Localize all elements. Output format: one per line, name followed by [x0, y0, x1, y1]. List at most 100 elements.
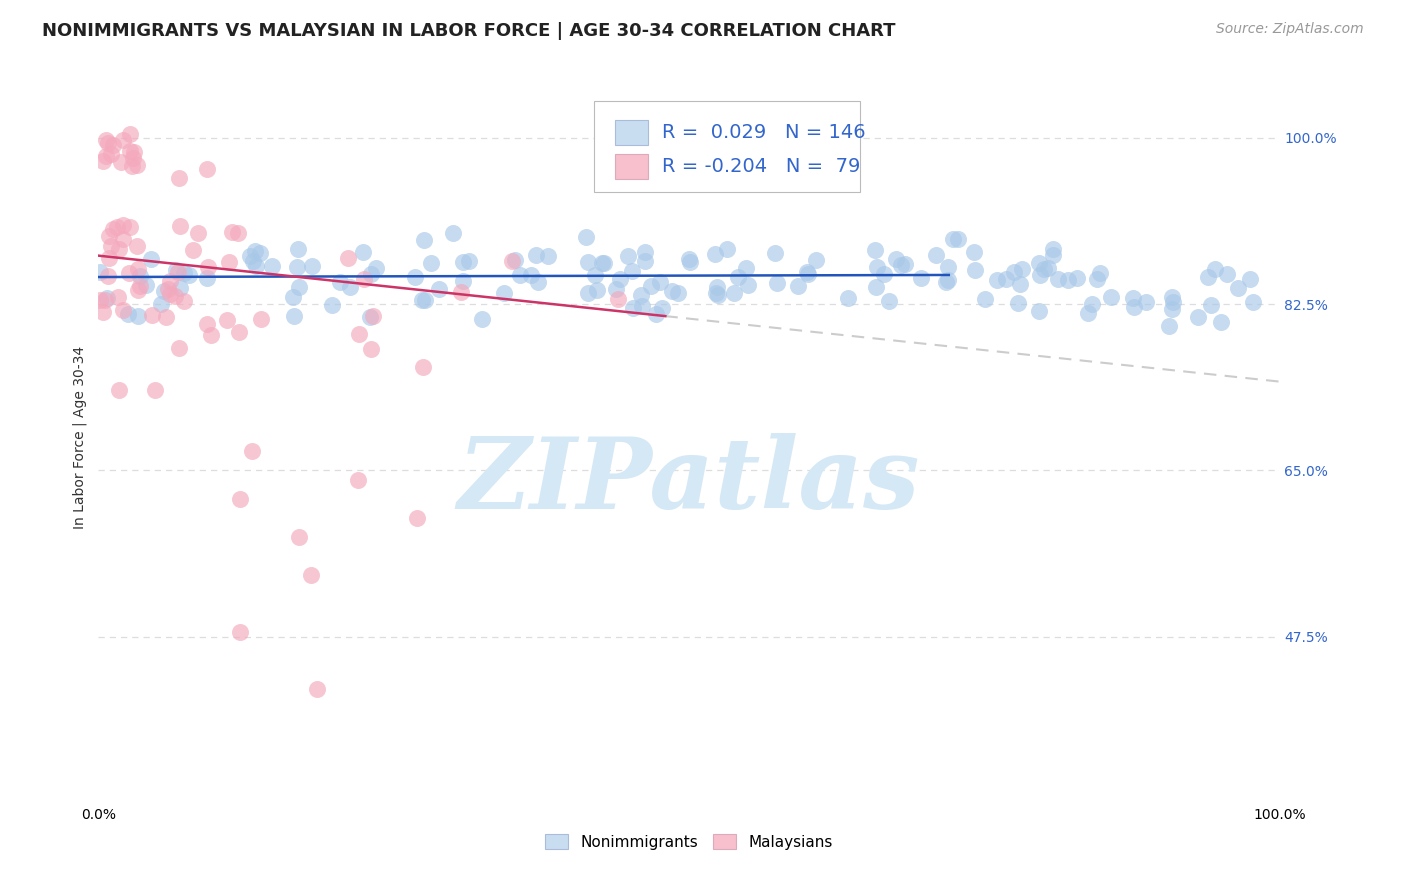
Point: [450, 285, 472, 299]
Point: [505, 252, 527, 267]
Point: [97, 268, 120, 283]
Point: [645, 307, 668, 321]
Point: [141, 252, 163, 266]
Point: [735, 260, 758, 275]
Point: [229, 624, 252, 639]
FancyBboxPatch shape: [614, 154, 648, 179]
Point: [877, 294, 900, 309]
Point: [583, 268, 606, 283]
Point: [155, 310, 177, 324]
Point: [127, 239, 149, 253]
Point: [413, 233, 436, 247]
Point: [165, 288, 187, 302]
Point: [934, 275, 956, 289]
Point: [640, 279, 662, 293]
Point: [1239, 272, 1261, 286]
FancyBboxPatch shape: [614, 120, 648, 145]
Point: [249, 246, 271, 260]
Point: [366, 260, 388, 275]
Point: [96, 291, 118, 305]
Point: [101, 137, 124, 152]
Point: [1161, 302, 1184, 317]
Point: [159, 286, 181, 301]
Point: [121, 159, 143, 173]
Point: [281, 290, 304, 304]
Point: [1161, 289, 1184, 303]
Point: [404, 270, 426, 285]
Point: [239, 249, 262, 263]
Point: [1090, 266, 1112, 280]
Point: [287, 242, 309, 256]
Point: [359, 310, 381, 324]
Point: [1161, 294, 1184, 309]
Point: [218, 255, 240, 269]
Point: [763, 245, 786, 260]
Point: [866, 260, 889, 275]
Point: [200, 328, 222, 343]
Point: [796, 265, 818, 279]
Point: [591, 256, 613, 270]
Point: [621, 301, 644, 315]
Point: [942, 232, 965, 246]
Point: [986, 273, 1008, 287]
Point: [153, 285, 176, 299]
Point: [347, 473, 370, 487]
Point: [411, 293, 433, 308]
Point: [865, 280, 887, 294]
Point: [301, 259, 323, 273]
Y-axis label: In Labor Force | Age 30-34: In Labor Force | Age 30-34: [73, 345, 87, 529]
Point: [1122, 300, 1144, 314]
Point: [89, 265, 111, 279]
Point: [353, 272, 375, 286]
Point: [177, 268, 200, 283]
Point: [630, 288, 652, 302]
Legend: Nonimmigrants, Malaysians: Nonimmigrants, Malaysians: [537, 826, 841, 857]
Point: [1036, 260, 1059, 275]
FancyBboxPatch shape: [595, 101, 860, 192]
Point: [361, 309, 384, 323]
Point: [97, 136, 120, 151]
Point: [337, 251, 360, 265]
Point: [679, 255, 702, 269]
Point: [616, 249, 638, 263]
Point: [766, 276, 789, 290]
Point: [873, 267, 896, 281]
Point: [226, 227, 249, 241]
Point: [352, 244, 374, 259]
Point: [1066, 271, 1088, 285]
Text: Source: ZipAtlas.com: Source: ZipAtlas.com: [1216, 22, 1364, 37]
Point: [471, 311, 494, 326]
Point: [1081, 297, 1104, 311]
Point: [837, 291, 859, 305]
Point: [586, 283, 609, 297]
Point: [150, 296, 173, 310]
Point: [100, 146, 122, 161]
Point: [125, 158, 148, 172]
Point: [228, 326, 250, 340]
Point: [287, 280, 309, 294]
Point: [1008, 277, 1031, 292]
Point: [127, 283, 149, 297]
Point: [145, 383, 167, 397]
Point: [651, 301, 673, 315]
Point: [704, 285, 727, 300]
Text: R =  0.029   N = 146: R = 0.029 N = 146: [662, 122, 866, 142]
Point: [995, 272, 1018, 286]
Point: [537, 248, 560, 262]
Point: [169, 281, 191, 295]
Point: [501, 254, 523, 268]
Point: [285, 260, 308, 274]
Point: [122, 145, 145, 160]
Point: [1187, 310, 1209, 324]
Point: [661, 285, 683, 299]
Point: [1028, 303, 1050, 318]
Point: [787, 278, 810, 293]
Point: [195, 317, 218, 331]
Point: [1209, 315, 1232, 329]
Point: [1077, 306, 1099, 320]
Point: [1227, 281, 1250, 295]
Point: [111, 302, 134, 317]
Point: [97, 228, 120, 243]
Point: [129, 269, 152, 284]
Point: [127, 309, 149, 323]
